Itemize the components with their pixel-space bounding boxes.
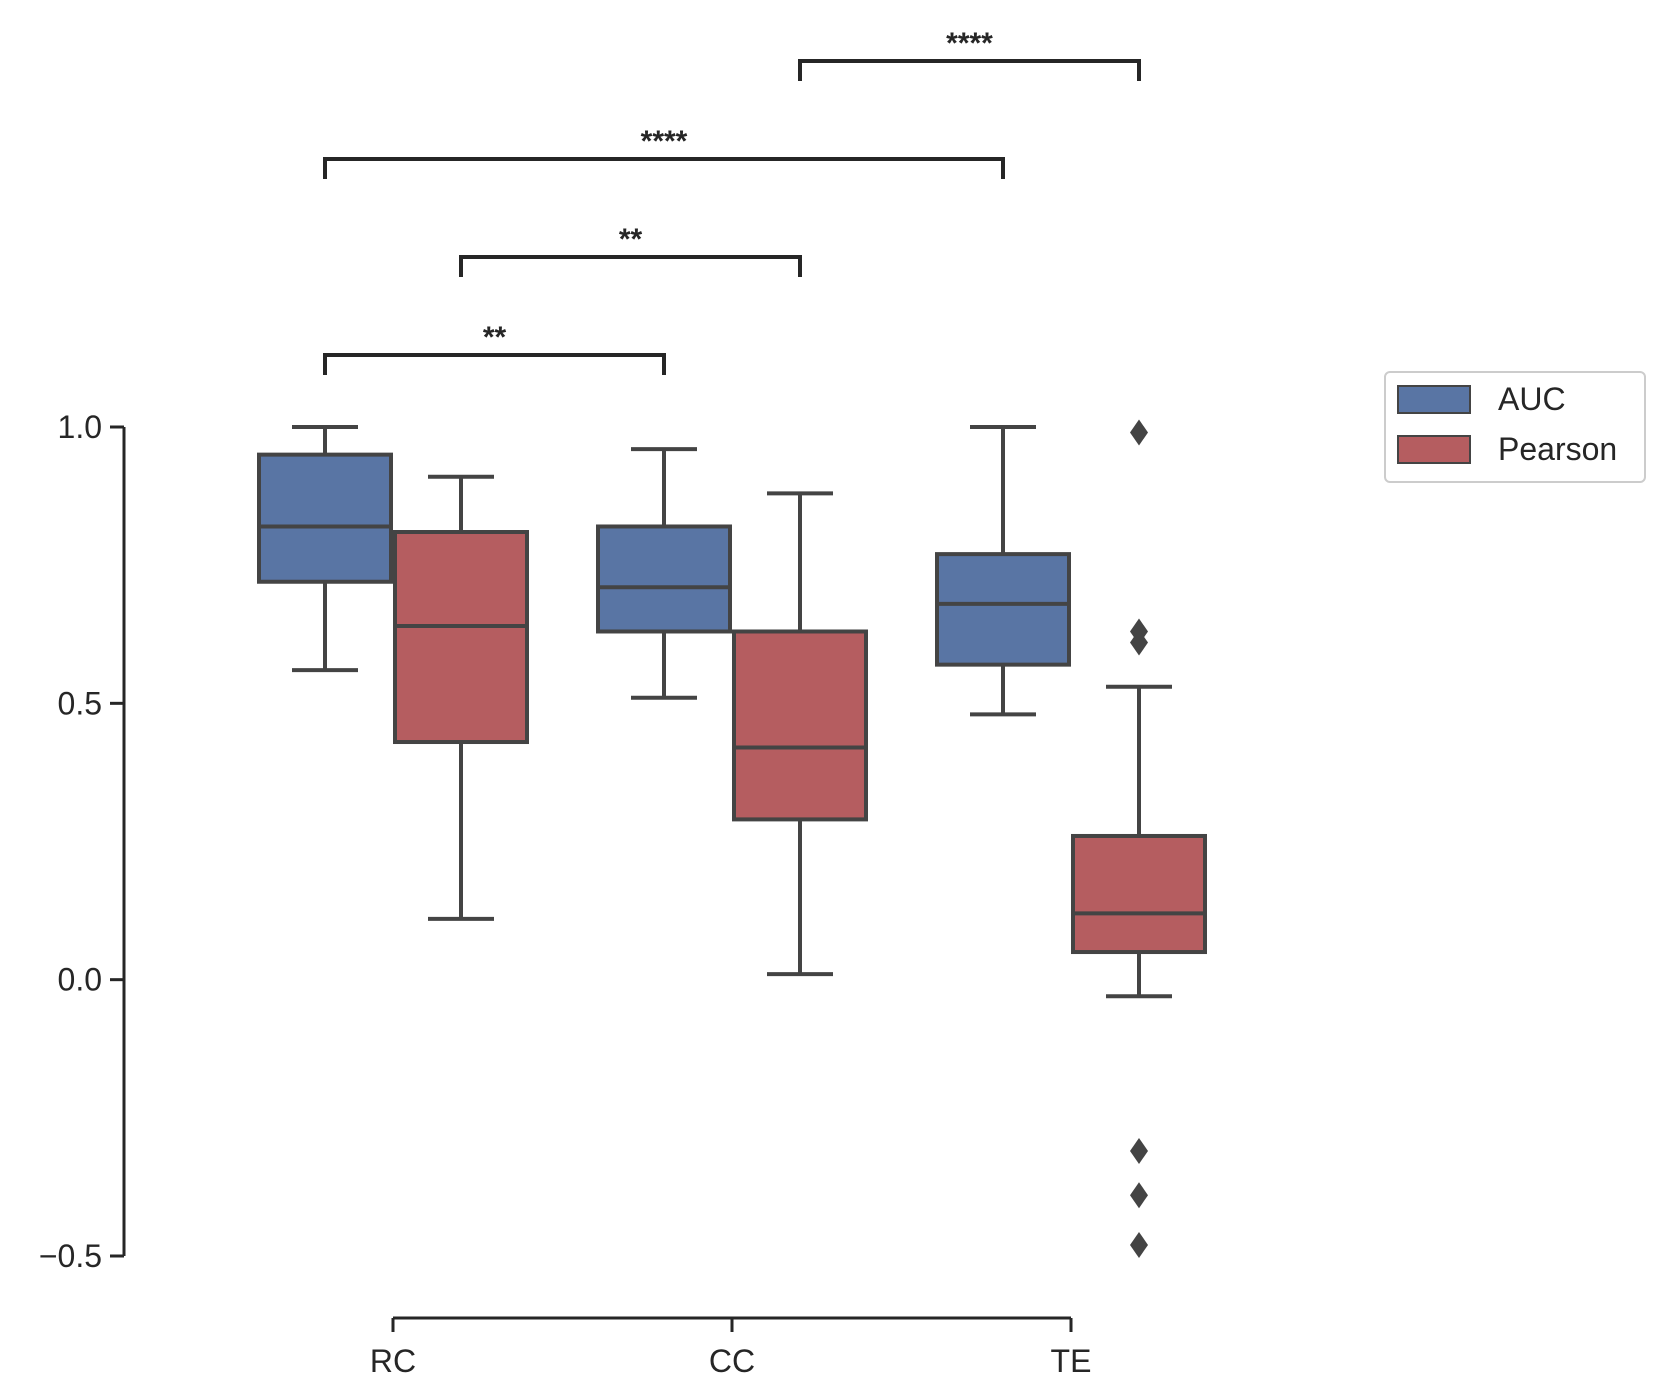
legend-swatch-auc xyxy=(1397,385,1471,414)
legend-label-pearson: Pearson xyxy=(1498,431,1617,467)
legend-label-auc: AUC xyxy=(1498,381,1566,417)
outlier-point xyxy=(1130,419,1148,446)
box-rect xyxy=(596,524,732,634)
box-pearson-te xyxy=(1071,419,1207,1258)
significance-label: **** xyxy=(641,125,688,158)
outlier-point xyxy=(1130,1231,1148,1258)
significance-label: **** xyxy=(946,27,993,60)
significance-brackets: ************ xyxy=(323,27,1141,375)
significance-bracket: **** xyxy=(323,125,1005,179)
bracket-line xyxy=(459,255,802,277)
y-tick-label: 0.0 xyxy=(58,962,102,998)
x-tick-label: TE xyxy=(1051,1343,1092,1379)
bracket-line xyxy=(798,59,1141,81)
box-auc-cc xyxy=(596,447,732,700)
box-rect xyxy=(1071,833,1207,955)
outlier-point xyxy=(1130,1182,1148,1209)
box-pearson-rc xyxy=(393,474,529,921)
significance-bracket: **** xyxy=(798,27,1141,81)
box-series xyxy=(257,419,1207,1258)
y-axis: 1.0 0.5 0.0 −0.5 xyxy=(39,409,126,1274)
legend-swatch-pearson xyxy=(1397,435,1471,464)
box-rect xyxy=(935,552,1071,667)
box-rect xyxy=(732,629,868,822)
outlier-point xyxy=(1130,1137,1148,1164)
bracket-line xyxy=(323,157,1005,179)
box-auc-rc xyxy=(257,425,393,673)
box-rect xyxy=(257,452,393,584)
significance-bracket: ** xyxy=(323,321,666,375)
legend: AUC Pearson xyxy=(1384,371,1646,483)
box-pearson-cc xyxy=(732,491,868,977)
y-tick-label: −0.5 xyxy=(39,1238,102,1274)
x-axis: RC CC TE xyxy=(370,1316,1092,1379)
y-tick-label: 0.5 xyxy=(58,685,102,721)
significance-label: ** xyxy=(483,321,507,354)
box-auc-te xyxy=(935,425,1071,717)
bracket-line xyxy=(323,353,666,375)
x-tick-label: CC xyxy=(709,1343,755,1379)
significance-label: ** xyxy=(619,223,643,256)
box-rect xyxy=(393,530,529,745)
significance-bracket: ** xyxy=(459,223,802,277)
x-tick-label: RC xyxy=(370,1343,416,1379)
outlier-point xyxy=(1130,629,1148,656)
y-tick-label: 1.0 xyxy=(58,409,102,445)
